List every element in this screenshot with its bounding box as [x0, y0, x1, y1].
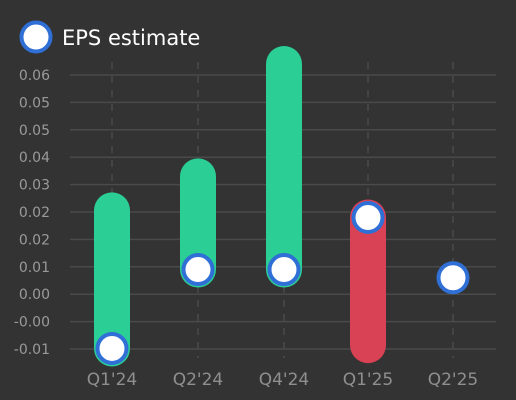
eps-estimate-marker [267, 253, 301, 287]
x-tick-label: Q4'24 [259, 370, 310, 390]
legend-label: EPS estimate [62, 26, 200, 50]
x-tick-label: Q2'24 [173, 370, 224, 390]
legend-marker-icon [19, 20, 53, 54]
y-tick-label: -0.01 [14, 342, 50, 358]
legend: EPS estimate [19, 20, 200, 54]
y-tick-label: 0.06 [19, 68, 50, 84]
eps-range-bar [266, 46, 302, 288]
eps-range-bar [94, 192, 130, 367]
x-tick-label: Q2'25 [428, 370, 479, 390]
estimate-markers [95, 200, 470, 365]
eps-estimate-marker [351, 200, 385, 234]
y-tick-label: 0.02 [19, 205, 50, 221]
y-tick-label: 0.03 [19, 178, 50, 194]
y-tick-label: -0.00 [14, 315, 50, 331]
eps-range-bar [350, 199, 386, 364]
y-tick-label: 0.05 [19, 123, 50, 139]
x-axis-ticks: Q1'24 Q2'24 Q4'24 Q1'25 Q2'25 [87, 370, 479, 390]
eps-estimate-marker [181, 253, 215, 287]
y-tick-label: 0.00 [19, 287, 50, 303]
y-tick-label: 0.05 [19, 95, 50, 111]
y-tick-label: 0.04 [19, 150, 50, 166]
bars [94, 46, 386, 367]
eps-estimate-marker [95, 331, 129, 365]
x-tick-label: Q1'25 [343, 370, 394, 390]
eps-estimate-marker [436, 261, 470, 295]
y-axis-ticks: 0.06 0.05 0.05 0.04 0.03 0.02 0.02 0.01 0.00 -0.0… [14, 68, 50, 358]
y-tick-label: 0.01 [19, 260, 50, 276]
y-tick-label: 0.02 [19, 232, 50, 248]
x-tick-label: Q1'24 [87, 370, 138, 390]
eps-range-bar [180, 158, 216, 288]
